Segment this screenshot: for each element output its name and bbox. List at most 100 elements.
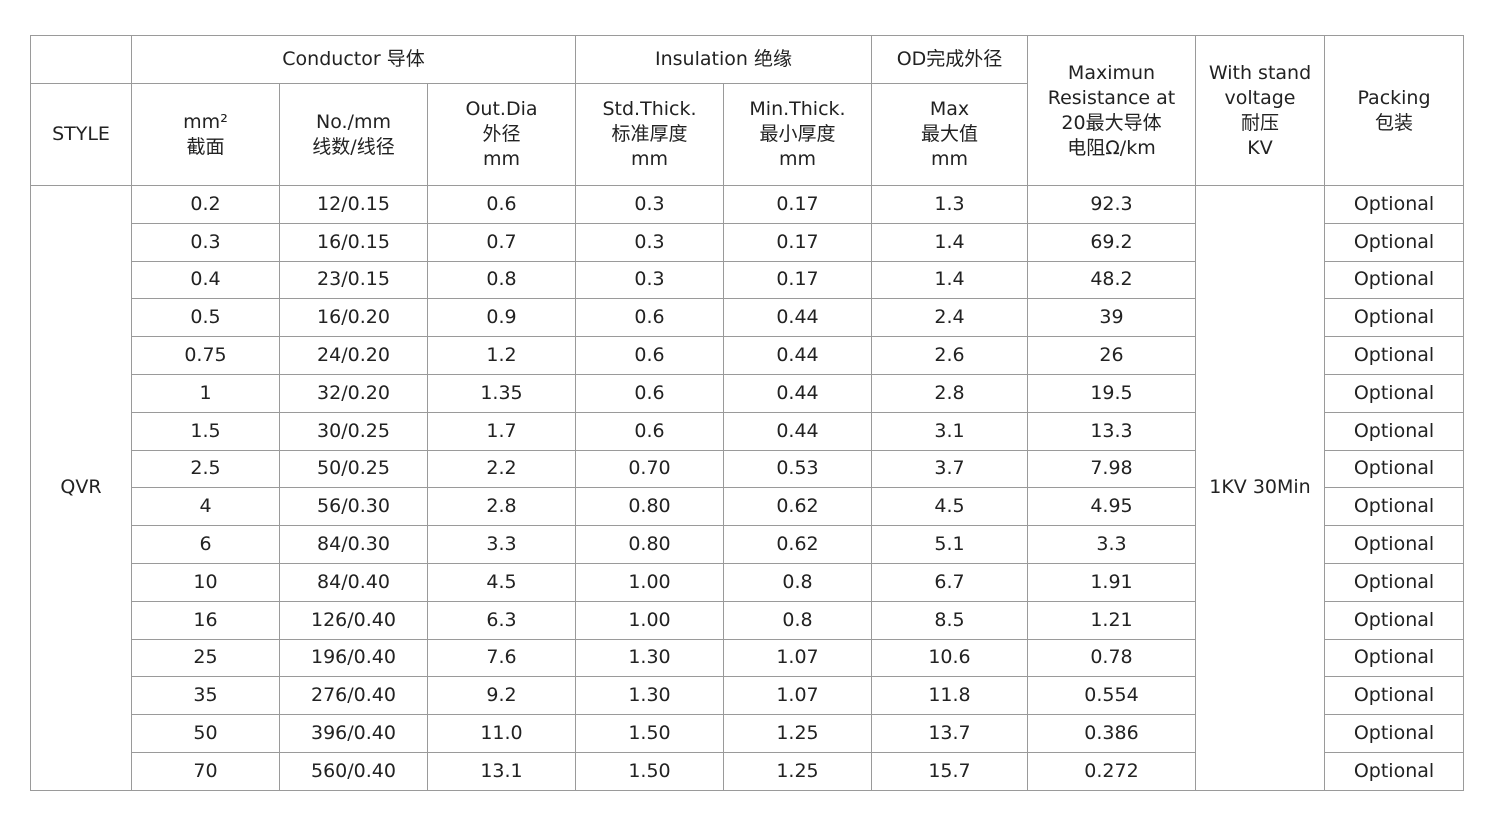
min-thick-cell: 0.44 <box>723 336 872 375</box>
out-dia-cell: 1.7 <box>427 411 576 451</box>
packing-cell: Optional <box>1324 487 1464 527</box>
resistance-cell: 39 <box>1027 298 1196 338</box>
area-cell: 50 <box>131 714 280 753</box>
insulation-header: Insulation 绝缘 <box>575 35 872 84</box>
std-thick-cell: 0.3 <box>575 185 724 224</box>
area-cell: 16 <box>131 600 280 640</box>
strands-cell: 56/0.30 <box>279 487 428 527</box>
std-thick-cell: 0.6 <box>575 411 724 451</box>
area-cell: 70 <box>131 751 280 791</box>
od-max-cell: 15.7 <box>871 751 1028 791</box>
out-dia-cell: 0.7 <box>427 222 576 262</box>
packing-cell: Optional <box>1324 600 1464 640</box>
packing-cell: Optional <box>1324 638 1464 678</box>
out-dia-cell: 11.0 <box>427 714 576 753</box>
area-cell: 25 <box>131 638 280 678</box>
min-thick-header: Min.Thick. 最小厚度 mm <box>723 83 872 186</box>
out-dia-cell: 2.2 <box>427 449 576 489</box>
voltage-cell: 1KV 30Min <box>1195 185 1325 791</box>
table-row: 50 396/0.40 11.0 1.50 1.25 13.7 0.386 Optional <box>31 714 1464 753</box>
table-row: 1.5 30/0.25 1.7 0.6 0.44 3.1 13.3 Optional <box>31 411 1464 451</box>
std-thick-cell: 0.80 <box>575 487 724 527</box>
resistance-cell: 0.78 <box>1027 638 1196 678</box>
std-thick-cell: 1.30 <box>575 676 724 716</box>
out-dia-cell: 6.3 <box>427 600 576 640</box>
packing-cell: Optional <box>1324 185 1464 224</box>
resistance-cell: 0.554 <box>1027 676 1196 716</box>
area-header: mm² 截面 <box>131 83 280 186</box>
min-thick-cell: 0.53 <box>723 449 872 489</box>
std-thick-cell: 0.3 <box>575 260 724 300</box>
out-dia-cell: 0.6 <box>427 185 576 224</box>
strands-cell: 396/0.40 <box>279 714 428 753</box>
area-cell: 4 <box>131 487 280 527</box>
od-max-cell: 2.8 <box>871 373 1028 413</box>
std-thick-cell: 0.3 <box>575 222 724 262</box>
resistance-cell: 0.386 <box>1027 714 1196 753</box>
conductor-header: Conductor 导体 <box>131 35 576 84</box>
strands-cell: 32/0.20 <box>279 373 428 413</box>
packing-cell: Optional <box>1324 751 1464 791</box>
std-thick-cell: 0.70 <box>575 449 724 489</box>
std-thick-cell: 0.6 <box>575 298 724 338</box>
std-thick-cell: 1.00 <box>575 600 724 640</box>
min-thick-cell: 0.17 <box>723 222 872 262</box>
packing-cell: Optional <box>1324 222 1464 262</box>
packing-cell: Optional <box>1324 714 1464 753</box>
od-header: OD完成外径 <box>871 35 1028 84</box>
min-thick-cell: 0.44 <box>723 411 872 451</box>
out-dia-cell: 0.8 <box>427 260 576 300</box>
area-cell: 1.5 <box>131 411 280 451</box>
area-cell: 0.3 <box>131 222 280 262</box>
resistance-cell: 48.2 <box>1027 260 1196 300</box>
min-thick-cell: 0.62 <box>723 487 872 527</box>
min-thick-cell: 1.25 <box>723 714 872 753</box>
std-thick-cell: 1.50 <box>575 714 724 753</box>
area-cell: 0.4 <box>131 260 280 300</box>
table-row: 6 84/0.30 3.3 0.80 0.62 5.1 3.3 Optional <box>31 525 1464 564</box>
strands-cell: 16/0.15 <box>279 222 428 262</box>
table-row: 0.3 16/0.15 0.7 0.3 0.17 1.4 69.2 Optional <box>31 222 1464 262</box>
od-max-cell: 13.7 <box>871 714 1028 753</box>
area-cell: 2.5 <box>131 449 280 489</box>
strands-cell: 196/0.40 <box>279 638 428 678</box>
table-row: 0.4 23/0.15 0.8 0.3 0.17 1.4 48.2 Optional <box>31 260 1464 300</box>
strands-cell: 560/0.40 <box>279 751 428 791</box>
out-dia-cell: 1.2 <box>427 336 576 375</box>
table-row: 1 32/0.20 1.35 0.6 0.44 2.8 19.5 Optional <box>31 373 1464 413</box>
resistance-cell: 1.91 <box>1027 562 1196 602</box>
min-thick-cell: 1.07 <box>723 676 872 716</box>
od-max-header: Max 最大值 mm <box>871 83 1028 186</box>
area-cell: 10 <box>131 562 280 602</box>
resistance-cell: 26 <box>1027 336 1196 375</box>
table-row: 4 56/0.30 2.8 0.80 0.62 4.5 4.95 Optional <box>31 487 1464 527</box>
strands-header: No./mm 线数/线径 <box>279 83 428 186</box>
od-max-cell: 6.7 <box>871 562 1028 602</box>
table-row: 2.5 50/0.25 2.2 0.70 0.53 3.7 7.98 Optional <box>31 449 1464 489</box>
min-thick-cell: 0.17 <box>723 185 872 224</box>
std-thick-header: Std.Thick. 标准厚度 mm <box>575 83 724 186</box>
table-row: 16 126/0.40 6.3 1.00 0.8 8.5 1.21 Optional <box>31 600 1464 640</box>
od-max-cell: 8.5 <box>871 600 1028 640</box>
od-max-cell: 5.1 <box>871 525 1028 564</box>
min-thick-cell: 0.44 <box>723 298 872 338</box>
area-cell: 0.75 <box>131 336 280 375</box>
std-thick-cell: 0.80 <box>575 525 724 564</box>
od-max-cell: 2.6 <box>871 336 1028 375</box>
min-thick-cell: 1.07 <box>723 638 872 678</box>
std-thick-cell: 1.00 <box>575 562 724 602</box>
std-thick-cell: 0.6 <box>575 336 724 375</box>
od-max-cell: 11.8 <box>871 676 1028 716</box>
od-max-cell: 1.3 <box>871 185 1028 224</box>
strands-cell: 16/0.20 <box>279 298 428 338</box>
packing-header: Packing 包装 <box>1324 35 1464 186</box>
resistance-cell: 92.3 <box>1027 185 1196 224</box>
min-thick-cell: 0.17 <box>723 260 872 300</box>
packing-cell: Optional <box>1324 562 1464 602</box>
outdia-header: Out.Dia 外径 mm <box>427 83 576 186</box>
strands-cell: 84/0.30 <box>279 525 428 564</box>
od-max-cell: 1.4 <box>871 222 1028 262</box>
area-cell: 0.5 <box>131 298 280 338</box>
resistance-cell: 7.98 <box>1027 449 1196 489</box>
min-thick-cell: 1.25 <box>723 751 872 791</box>
